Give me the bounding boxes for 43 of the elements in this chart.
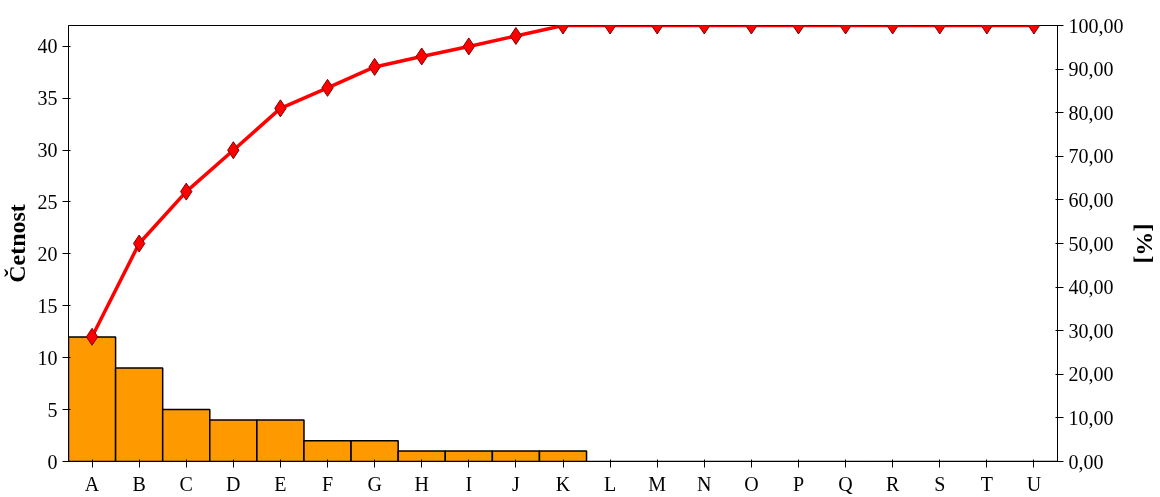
x-tick-label: F — [321, 472, 334, 495]
x-tick-label: P — [792, 472, 805, 495]
y2-tick-label: 50,00 — [1068, 232, 1114, 255]
y2-tick-label: 60,00 — [1068, 188, 1114, 211]
y-tick-label: 25 — [37, 190, 58, 213]
x-tick-label: N — [697, 472, 712, 495]
y2-tick-label: 90,00 — [1068, 58, 1114, 81]
y2-tick-label: 0,00 — [1068, 450, 1104, 473]
x-tick-label: I — [465, 472, 473, 495]
x-tick-label: O — [744, 472, 759, 495]
y-tick-label: 30 — [37, 139, 58, 162]
y2-tick-label: 20,00 — [1068, 363, 1114, 386]
x-tick-label: A — [84, 472, 100, 495]
y2-tick-label: 70,00 — [1068, 145, 1114, 168]
x-tick-label: R — [886, 472, 900, 495]
y-tick-label: 15 — [37, 294, 58, 317]
x-tick-label: U — [1026, 472, 1042, 495]
x-tick-label: L — [603, 472, 617, 495]
y-tick-label: 10 — [37, 346, 58, 369]
y-tick-label: 5 — [47, 398, 58, 421]
x-tick-label: C — [179, 472, 193, 495]
y-tick-label: 35 — [37, 87, 58, 110]
x-tick-label: Q — [838, 472, 854, 495]
x-tick-label: E — [274, 472, 287, 495]
y-tick-label: 0 — [47, 450, 58, 473]
x-tick-label: M — [648, 472, 667, 495]
y2-tick-label: 40,00 — [1068, 276, 1114, 299]
x-tick-label: S — [934, 472, 946, 495]
y2-tick-label: 80,00 — [1068, 101, 1114, 124]
x-tick-label: K — [555, 472, 571, 495]
x-tick-label: J — [512, 472, 521, 495]
y-axis-title: Četnost — [3, 204, 30, 283]
y-tick-label: 40 — [37, 35, 58, 58]
y2-tick-label: 30,00 — [1068, 319, 1114, 342]
x-tick-label: G — [367, 472, 382, 495]
y2-tick-label: 10,00 — [1068, 406, 1114, 429]
x-tick-label: H — [414, 472, 429, 495]
y2-tick-label: 100,00 — [1068, 14, 1124, 37]
x-tick-label: T — [980, 472, 993, 495]
x-tick-label: D — [226, 472, 241, 495]
x-tick-label: B — [132, 472, 146, 495]
y2-axis-title: [%] — [1131, 223, 1158, 264]
y-tick-label: 20 — [37, 242, 58, 265]
